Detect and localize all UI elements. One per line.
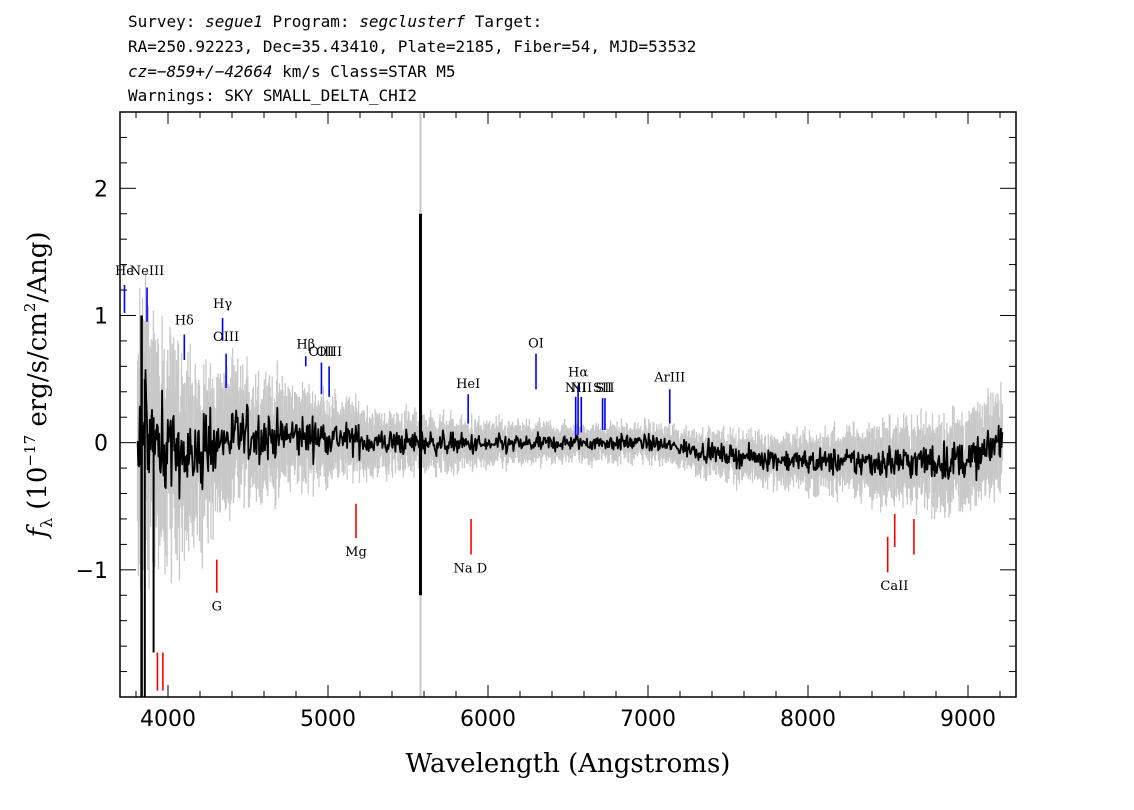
header-line-4: Warnings: SKY SMALL_DELTA_CHI2 [128, 86, 417, 105]
plot-frame [119, 111, 1017, 698]
emission-line-label: SII [593, 381, 612, 396]
emission-line-label: OI [528, 336, 544, 351]
y-axis-label-exponent-1: −17 [21, 435, 39, 467]
emission-line-label: NeIII [130, 264, 164, 279]
x-tick-label: 7000 [620, 707, 676, 732]
class-label: km/s Class=STAR M5 [272, 62, 456, 81]
y-axis-label-exponent-2: 2 [21, 303, 39, 313]
y-tick-label: 2 [94, 177, 108, 202]
program-value: segclusterf [359, 12, 466, 31]
x-tick-label: 9000 [940, 707, 996, 732]
absorption-line-label: Mg [345, 545, 367, 560]
flux-series [136, 213, 1004, 697]
x-tick-label: 8000 [780, 707, 836, 732]
error-bars [136, 272, 1003, 590]
x-tick-label: 4000 [140, 707, 196, 732]
emission-line-label: Hβ [296, 338, 315, 353]
x-tick-label: 5000 [300, 707, 356, 732]
y-axis-label: fλ(10−17 erg/s/cm2/Ang) [21, 231, 56, 539]
y-axis-label-unit-a: (10 [23, 467, 53, 510]
emission-line-label: NII [570, 381, 592, 396]
absorption-line-label: Na D [454, 561, 488, 576]
y-tick-label: 0 [94, 432, 108, 457]
header-line-2: RA=250.92223, Dec=35.43410, Plate=2185, … [128, 37, 697, 56]
survey-value: segue1 [205, 12, 263, 31]
emission-line-label: SII [595, 381, 614, 396]
target-label: Target: [465, 12, 543, 31]
emission-line-label: OIII [213, 330, 239, 345]
absorption-line-label: G [212, 600, 222, 615]
header-line-1: Survey: segue1 Program: segclusterf Targ… [128, 12, 542, 32]
emission-line-label: Hγ [213, 297, 232, 312]
error-band [136, 112, 1003, 697]
y-tick-label: −1 [76, 559, 108, 584]
emission-line-label: OIII [316, 345, 342, 360]
emission-line-label: NII [565, 381, 587, 396]
tick-labels: 4000 5000 6000 7000 8000 9000 −1 0 1 2 [76, 177, 996, 732]
header-line-3: cz=−859+/−42664 km/s Class=STAR M5 [128, 62, 456, 82]
emission-line-label: ArIII [653, 371, 685, 386]
ticks-layer [120, 112, 1016, 697]
emission-line-label: Hα [568, 366, 588, 381]
y-axis-label-subscript: λ [37, 518, 56, 528]
emission-line-label: Hδ [175, 313, 194, 328]
y-axis-label-unit-b: erg/s/cm [23, 312, 53, 435]
y-tick-label: 1 [94, 304, 108, 329]
emission-line-label: HeI [456, 377, 480, 392]
x-axis-label: Wavelength (Angstroms) [406, 749, 731, 779]
absorption-line-label: CaII [880, 579, 908, 594]
x-tick-label: 6000 [460, 707, 516, 732]
emission-line-label: OIII [308, 345, 334, 360]
flux-line [136, 368, 1004, 500]
program-label: Program: [262, 12, 360, 31]
survey-label: Survey: [128, 12, 206, 31]
y-axis-label-unit-c: /Ang) [23, 231, 53, 302]
redshift-value: cz=−859+/−42664 [128, 62, 273, 81]
